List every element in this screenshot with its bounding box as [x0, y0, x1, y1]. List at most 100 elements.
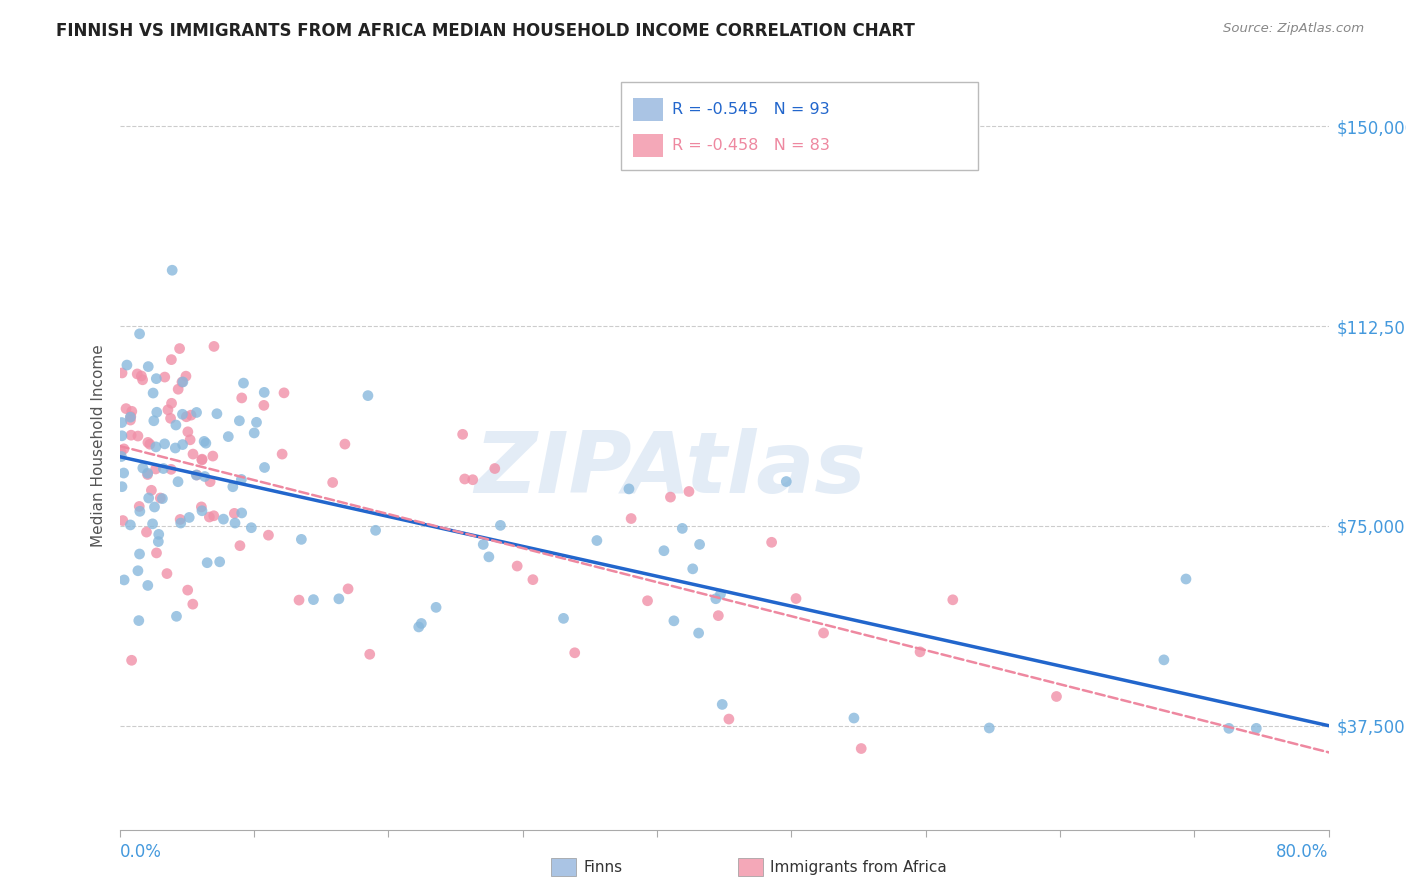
Point [120, 409, 142, 424]
Point [127, 564, 149, 578]
Point [775, 475, 797, 489]
Point [120, 518, 142, 533]
Point [231, 506, 253, 520]
Point [408, 620, 430, 634]
Point [478, 549, 501, 564]
Point [111, 366, 134, 380]
Point [411, 616, 433, 631]
Point [662, 614, 685, 628]
Point [128, 326, 150, 341]
Text: Source: ZipAtlas.com: Source: ZipAtlas.com [1223, 22, 1364, 36]
Point [620, 511, 643, 525]
Point [205, 407, 228, 421]
Point [110, 450, 132, 464]
Point [1246, 722, 1268, 736]
Point [851, 741, 873, 756]
Point [111, 416, 134, 430]
Text: R = -0.458   N = 83: R = -0.458 N = 83 [672, 137, 830, 153]
Point [322, 475, 344, 490]
Point [461, 473, 484, 487]
Point [141, 483, 163, 498]
Point [166, 609, 188, 624]
Point [172, 375, 194, 389]
Point [711, 698, 734, 712]
Point [243, 425, 266, 440]
Point [146, 405, 169, 419]
Point [253, 460, 276, 475]
Point [717, 712, 740, 726]
Point [257, 528, 280, 542]
Point [148, 534, 170, 549]
Point [942, 592, 965, 607]
Point [813, 626, 835, 640]
Text: Finns: Finns [583, 860, 623, 874]
Point [454, 472, 477, 486]
Point [167, 475, 190, 489]
Point [201, 449, 224, 463]
Point [150, 491, 173, 506]
Point [678, 484, 700, 499]
Point [253, 385, 276, 400]
Point [143, 500, 166, 514]
Point [202, 508, 225, 523]
Point [198, 475, 221, 489]
Point [193, 434, 215, 449]
Point [135, 525, 157, 540]
Point [217, 429, 239, 443]
Point [194, 436, 217, 450]
Point [156, 566, 179, 581]
Point [689, 537, 711, 551]
Point [180, 408, 202, 422]
Point [212, 512, 235, 526]
Point [176, 583, 198, 598]
Point [145, 371, 167, 385]
Point [288, 593, 311, 607]
Point [167, 382, 190, 396]
Point [337, 582, 360, 596]
Point [145, 440, 167, 454]
Point [186, 405, 208, 419]
Point [224, 516, 246, 530]
Point [131, 373, 153, 387]
Point [179, 510, 201, 524]
Point [160, 263, 183, 277]
Point [688, 626, 710, 640]
Point [165, 417, 187, 432]
Point [127, 367, 149, 381]
Point [229, 539, 252, 553]
Point [145, 462, 167, 476]
Point [564, 646, 586, 660]
Text: 80.0%: 80.0% [1277, 843, 1329, 861]
Point [112, 442, 135, 456]
Point [128, 500, 150, 514]
Text: FINNISH VS IMMIGRANTS FROM AFRICA MEDIAN HOUSEHOLD INCOME CORRELATION CHART: FINNISH VS IMMIGRANTS FROM AFRICA MEDIAN… [56, 22, 915, 40]
Point [145, 546, 167, 560]
Point [181, 597, 204, 611]
Point [120, 413, 142, 427]
Point [139, 437, 162, 451]
Point [328, 591, 350, 606]
Point [120, 410, 142, 425]
Text: R = -0.545   N = 93: R = -0.545 N = 93 [672, 103, 830, 118]
Point [364, 524, 387, 538]
Y-axis label: Median Household Income: Median Household Income [90, 344, 105, 548]
Point [671, 521, 693, 535]
Point [659, 490, 682, 504]
Point [271, 447, 294, 461]
Point [152, 461, 174, 475]
Point [142, 414, 165, 428]
Point [142, 386, 165, 401]
Point [333, 437, 356, 451]
Point [153, 370, 176, 384]
Point [181, 447, 204, 461]
Point [1175, 572, 1198, 586]
Point [177, 425, 200, 439]
Point [112, 466, 135, 480]
Point [191, 504, 214, 518]
Point [553, 611, 575, 625]
Point [190, 500, 212, 514]
Point [156, 402, 179, 417]
Point [131, 368, 153, 383]
Point [128, 614, 150, 628]
Point [222, 480, 245, 494]
